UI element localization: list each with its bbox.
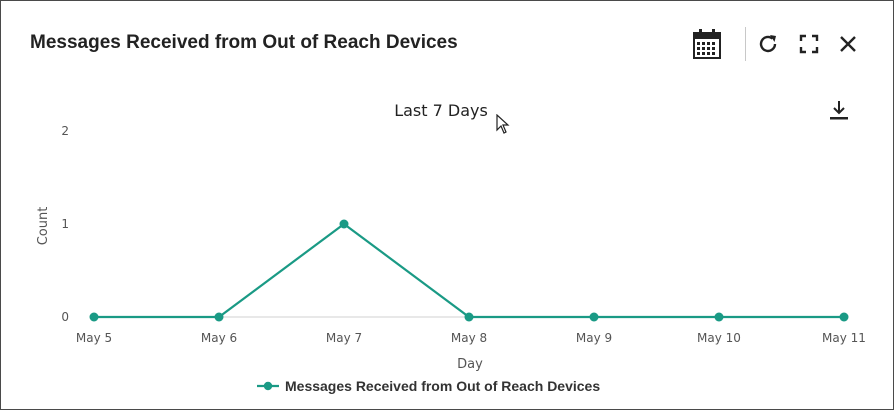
x-tick-label: May 6 xyxy=(201,331,237,345)
x-tick-label: May 5 xyxy=(76,331,112,345)
y-tick-label: 0 xyxy=(61,310,69,324)
y-tick-label: 1 xyxy=(61,217,69,231)
data-point[interactable] xyxy=(90,313,99,322)
x-tick-label: May 8 xyxy=(451,331,487,345)
data-point[interactable] xyxy=(840,313,849,322)
x-tick-label: May 10 xyxy=(697,331,741,345)
series-line xyxy=(94,224,844,317)
x-tick-label: May 7 xyxy=(326,331,362,345)
chart-legend[interactable]: Messages Received from Out of Reach Devi… xyxy=(257,378,600,394)
data-point[interactable] xyxy=(340,220,349,229)
x-tick-label: May 11 xyxy=(822,331,866,345)
data-point[interactable] xyxy=(215,313,224,322)
data-point[interactable] xyxy=(590,313,599,322)
x-axis: May 5 May 6 May 7 May 8 May 9 May 10 May 11 xyxy=(76,317,866,345)
x-axis-title: Day xyxy=(457,357,483,372)
x-tick-label: May 9 xyxy=(576,331,612,345)
data-point[interactable] xyxy=(715,313,724,322)
data-point[interactable] xyxy=(465,313,474,322)
y-axis: 0 1 2 xyxy=(61,124,69,324)
legend-marker xyxy=(257,380,279,392)
legend-label: Messages Received from Out of Reach Devi… xyxy=(285,378,600,394)
y-axis-title: Count xyxy=(36,207,51,246)
chart-series xyxy=(90,220,849,322)
y-tick-label: 2 xyxy=(61,124,69,138)
